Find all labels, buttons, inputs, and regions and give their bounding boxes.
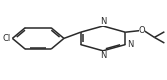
Text: N: N [100, 51, 106, 60]
Text: N: N [100, 17, 106, 26]
Text: N: N [127, 40, 133, 49]
Text: O: O [139, 26, 145, 35]
Text: Cl: Cl [2, 34, 10, 43]
